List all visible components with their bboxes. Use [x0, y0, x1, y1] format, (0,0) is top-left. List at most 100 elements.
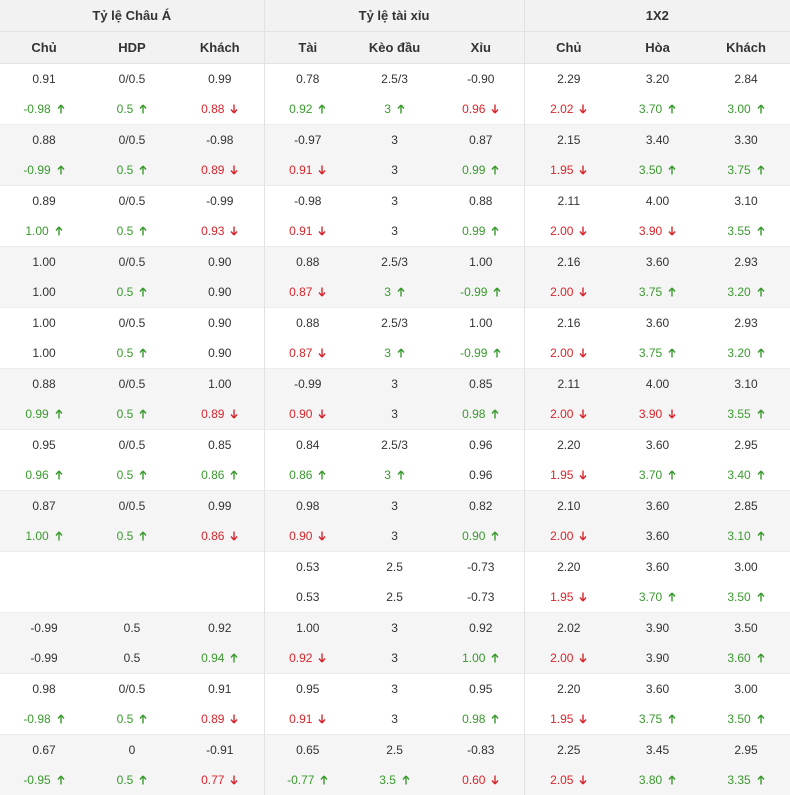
odds-value-wrap: 2.10	[557, 499, 580, 513]
odds-value-wrap: 0.86	[289, 468, 326, 482]
trend-arrow	[230, 165, 238, 175]
odds-value: 3	[384, 346, 391, 360]
odds-cell: 0.99	[0, 399, 88, 430]
odds-cell: 3	[351, 643, 438, 674]
odds-value: 0.90	[208, 285, 231, 299]
odds-value: 3.90	[639, 224, 662, 238]
odds-value-wrap: 2.5/3	[381, 72, 408, 86]
odds-cell: -0.98	[176, 125, 264, 156]
odds-value: 2.29	[557, 72, 580, 86]
odds-value-wrap: 3.60	[727, 651, 764, 665]
odds-value-wrap: 3	[384, 102, 405, 116]
trend-arrow	[579, 592, 587, 602]
odds-cell: 1.00	[0, 216, 88, 247]
odds-cell: 2.5	[351, 582, 438, 613]
odds-cell: 3.60	[613, 521, 702, 552]
odds-value: -0.91	[206, 743, 233, 757]
odds-value-wrap: 0.99	[462, 163, 499, 177]
odds-value: 1.00	[32, 285, 55, 299]
odds-value: -0.98	[206, 133, 233, 147]
odds-value-wrap: 3.75	[727, 163, 764, 177]
odds-cell: 1.95	[524, 460, 613, 491]
trend-arrow	[579, 287, 587, 297]
odds-value-wrap: 0.5	[124, 651, 141, 665]
odds-value-wrap: 3	[384, 285, 405, 299]
odds-value-wrap: 3.20	[646, 72, 669, 86]
odds-cell: 0.53	[264, 552, 351, 583]
odds-value: 0.5	[117, 285, 134, 299]
odds-cell: 2.93	[702, 247, 790, 278]
odds-cell: 3.60	[613, 247, 702, 278]
odds-value-wrap: 3.40	[646, 133, 669, 147]
trend-arrow	[57, 165, 65, 175]
odds-value: 0.88	[296, 255, 319, 269]
odds-value-wrap: 3.40	[727, 468, 764, 482]
column-header: Chủ	[0, 32, 88, 64]
odds-value-wrap: 2.00	[550, 346, 587, 360]
odds-value: 0.92	[208, 621, 231, 635]
odds-cell: 2.02	[524, 613, 613, 644]
odds-value-wrap: 2.11	[558, 377, 580, 391]
trend-arrow	[757, 165, 765, 175]
odds-value-wrap: 0.53	[296, 560, 319, 574]
odds-cell: 2.16	[524, 308, 613, 339]
odds-cell: 3.90	[613, 399, 702, 430]
odds-value: 3.10	[727, 529, 750, 543]
odds-value: 3.90	[646, 621, 669, 635]
odds-cell: 0.96	[0, 460, 88, 491]
trend-arrow	[579, 775, 587, 785]
odds-value-wrap: 3.70	[639, 102, 676, 116]
odds-value-wrap: 2.20	[557, 682, 580, 696]
odds-value-wrap: 3	[391, 224, 398, 238]
odds-value-wrap: -0.73	[467, 560, 494, 574]
odds-value-wrap: 3	[391, 621, 398, 635]
odds-cell: 2.02	[524, 94, 613, 125]
odds-cell: -0.77	[264, 765, 351, 795]
odds-value-wrap: 0.90	[208, 316, 231, 330]
odds-cell: 2.84	[702, 64, 790, 95]
odds-cell: 1.00	[0, 247, 88, 278]
odds-value: -0.83	[467, 743, 494, 757]
odds-cell: 2.00	[524, 399, 613, 430]
odds-value: 3.55	[727, 407, 750, 421]
odds-value-wrap: -0.99	[294, 377, 321, 391]
trend-arrow	[320, 775, 328, 785]
trend-arrow	[397, 348, 405, 358]
odds-cell: -0.91	[176, 735, 264, 766]
odds-value-wrap: 3.50	[727, 590, 764, 604]
trend-arrow	[318, 714, 326, 724]
odds-value: 0.91	[208, 682, 231, 696]
odds-value: 0/0.5	[119, 682, 146, 696]
odds-value: 2.93	[734, 255, 757, 269]
odds-value-wrap: 2.93	[734, 316, 757, 330]
odds-value-wrap: 0.92	[208, 621, 231, 635]
odds-cell: 2.10	[524, 491, 613, 522]
odds-value-wrap: 3.90	[639, 224, 676, 238]
odds-value-wrap: 0.90	[462, 529, 499, 543]
odds-value: 3	[384, 285, 391, 299]
odds-value-wrap: 3.10	[734, 377, 757, 391]
odds-value-wrap: 0.95	[32, 438, 55, 452]
trend-arrow	[55, 470, 63, 480]
odds-cell: -0.98	[0, 94, 88, 125]
odds-value-wrap: 2.16	[557, 316, 580, 330]
column-header: HDP	[88, 32, 176, 64]
odds-value: 0.88	[32, 377, 55, 391]
trend-arrow	[579, 165, 587, 175]
odds-value: 0.95	[296, 682, 319, 696]
odds-cell: 0.88	[176, 94, 264, 125]
odds-value: 0.96	[469, 438, 492, 452]
odds-value: 3.60	[727, 651, 750, 665]
trend-arrow	[491, 226, 499, 236]
odds-value-wrap: 2.5	[386, 560, 403, 574]
trend-arrow	[493, 348, 501, 358]
odds-value: 2.00	[550, 651, 573, 665]
odds-cell: 0.96	[438, 460, 524, 491]
odds-value: 1.00	[208, 377, 231, 391]
odds-cell: 3	[351, 399, 438, 430]
odds-value-wrap: -0.99	[23, 163, 64, 177]
